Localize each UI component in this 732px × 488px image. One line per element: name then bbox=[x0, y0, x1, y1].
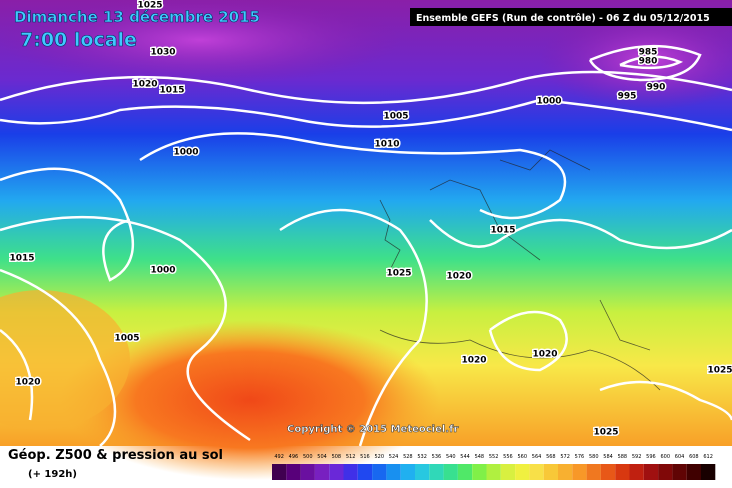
scale-label: 612 bbox=[703, 454, 713, 460]
scale-label: 496 bbox=[289, 454, 299, 460]
color-scale: 492 496 500 504 508 512 516 520 524 528 532 536 540 5… bbox=[272, 454, 716, 480]
scale-label: 508 bbox=[332, 454, 342, 460]
color-swatch bbox=[672, 464, 687, 480]
isobar-label: 995 bbox=[618, 92, 637, 102]
isobar-label: 985 bbox=[639, 48, 658, 58]
scale-label: 604 bbox=[675, 454, 685, 460]
footer-lead: (+ 192h) bbox=[28, 469, 77, 480]
color-swatch bbox=[272, 464, 287, 480]
color-swatch bbox=[500, 464, 516, 480]
scale-label: 596 bbox=[646, 454, 656, 460]
isobar-label: 1000 bbox=[173, 148, 198, 158]
scale-label: 532 bbox=[417, 454, 427, 460]
color-swatch bbox=[629, 464, 644, 480]
color-swatch bbox=[457, 464, 473, 480]
isobar-label: 990 bbox=[647, 83, 666, 93]
scale-label: 520 bbox=[374, 454, 384, 460]
scale-label: 548 bbox=[475, 454, 485, 460]
color-swatch bbox=[586, 464, 601, 480]
isobar-label: 1020 bbox=[446, 272, 471, 282]
scale-label: 552 bbox=[489, 454, 499, 460]
scale-label: 544 bbox=[460, 454, 470, 460]
scale-label: 492 bbox=[274, 454, 284, 460]
scale-label: 608 bbox=[689, 454, 699, 460]
color-swatch bbox=[343, 464, 358, 480]
scale-label: 500 bbox=[303, 454, 313, 460]
scale-label: 588 bbox=[618, 454, 628, 460]
copyright: Copyright © 2015 Meteociel.fr bbox=[287, 424, 458, 435]
color-swatch bbox=[600, 464, 616, 480]
scale-label: 528 bbox=[403, 454, 413, 460]
color-swatch bbox=[415, 464, 430, 480]
color-swatch bbox=[300, 464, 315, 480]
color-swatch bbox=[543, 464, 558, 480]
color-swatch bbox=[286, 464, 301, 480]
color-swatch bbox=[329, 464, 344, 480]
isobar-label: 1030 bbox=[150, 48, 175, 58]
isobar-label: 1015 bbox=[159, 86, 184, 96]
color-swatch bbox=[486, 464, 501, 480]
color-swatch bbox=[615, 464, 630, 480]
scale-label: 564 bbox=[532, 454, 542, 460]
color-swatch bbox=[357, 464, 373, 480]
scale-label: 568 bbox=[546, 454, 556, 460]
scale-label: 576 bbox=[575, 454, 585, 460]
isobar-label: 1000 bbox=[150, 266, 175, 276]
isobar-label: 1020 bbox=[15, 378, 40, 388]
isobar-label: 1010 bbox=[374, 140, 399, 150]
scale-label: 560 bbox=[517, 454, 527, 460]
scale-label: 592 bbox=[632, 454, 642, 460]
scale-label: 572 bbox=[560, 454, 570, 460]
run-box bbox=[410, 8, 732, 26]
isobar-label: 1020 bbox=[132, 80, 157, 90]
isobar-label: 1020 bbox=[532, 350, 557, 360]
color-swatch bbox=[686, 464, 701, 480]
color-swatch bbox=[443, 464, 458, 480]
color-swatch bbox=[472, 464, 487, 480]
isobar-label: 980 bbox=[639, 57, 658, 67]
color-swatch bbox=[372, 464, 387, 480]
scale-label: 556 bbox=[503, 454, 513, 460]
isobar-label: 1005 bbox=[114, 334, 139, 344]
isobar-label: 1025 bbox=[707, 366, 732, 376]
scale-label: 580 bbox=[589, 454, 599, 460]
color-swatch bbox=[572, 464, 587, 480]
scale-label: 524 bbox=[389, 454, 399, 460]
color-swatch bbox=[400, 464, 415, 480]
color-swatch bbox=[643, 464, 659, 480]
color-swatch bbox=[701, 464, 716, 480]
isobar-label: 1025 bbox=[386, 269, 411, 279]
run-info: Ensemble GEFS (Run de contrôle) - 06 Z d… bbox=[416, 13, 710, 24]
isobar-label: 1025 bbox=[137, 1, 162, 11]
color-swatch bbox=[429, 464, 444, 480]
color-swatch bbox=[529, 464, 544, 480]
scale-label: 536 bbox=[432, 454, 442, 460]
isobar-label: 1020 bbox=[461, 356, 486, 366]
date: Dimanche 13 décembre 2015 bbox=[14, 8, 260, 26]
scale-label: 512 bbox=[346, 454, 356, 460]
isobar-label: 1005 bbox=[383, 112, 408, 122]
isobar-label: 1015 bbox=[9, 254, 34, 264]
color-swatch bbox=[558, 464, 573, 480]
isobar-labels: 1025103010201015985980990995100010051010… bbox=[8, 0, 732, 439]
color-swatch bbox=[386, 464, 401, 480]
color-swatch bbox=[515, 464, 530, 480]
scale-label: 584 bbox=[603, 454, 613, 460]
scale-label: 600 bbox=[660, 454, 670, 460]
color-swatch bbox=[314, 464, 330, 480]
scale-label: 516 bbox=[360, 454, 370, 460]
footer-title: Géop. Z500 & pression au sol bbox=[8, 448, 223, 463]
isobar-label: 1015 bbox=[490, 226, 515, 236]
scale-label: 540 bbox=[446, 454, 456, 460]
time: 7:00 locale bbox=[20, 29, 137, 51]
scale-label: 504 bbox=[317, 454, 327, 460]
color-swatch bbox=[658, 464, 673, 480]
isobar-label: 1025 bbox=[593, 428, 618, 438]
isobar-label: 1000 bbox=[536, 97, 561, 107]
